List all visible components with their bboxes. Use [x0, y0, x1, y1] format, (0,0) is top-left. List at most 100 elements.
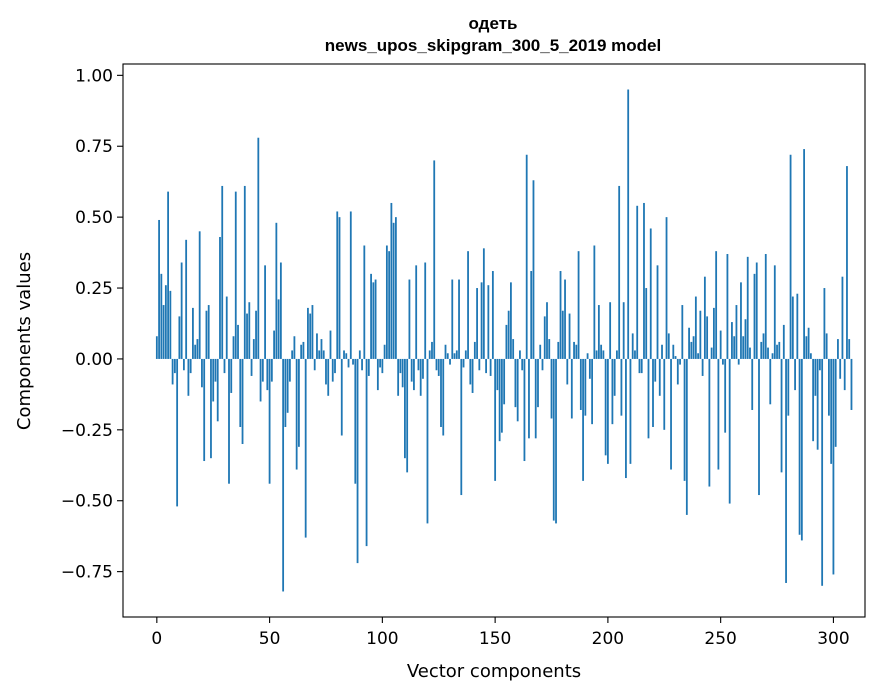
bar [539, 344, 542, 359]
bar [316, 333, 318, 359]
bar [649, 228, 652, 359]
bar [219, 236, 221, 359]
bar [198, 231, 201, 359]
bar [528, 358, 530, 439]
bar [293, 336, 296, 359]
bar [449, 358, 451, 365]
bar [636, 205, 639, 359]
bar [313, 358, 316, 371]
bar [787, 358, 790, 416]
bar [685, 358, 688, 515]
y-tick-label: 0.00 [75, 350, 113, 370]
bar [600, 344, 603, 359]
bar [311, 305, 314, 359]
bar [417, 358, 420, 371]
bar [532, 180, 535, 359]
bar [640, 358, 643, 374]
bar [656, 265, 659, 359]
bar [674, 356, 677, 359]
bar [645, 288, 648, 359]
bar [631, 333, 634, 359]
bar [239, 358, 242, 427]
bar [248, 302, 251, 359]
bar [435, 358, 438, 371]
y-tick-label: −0.75 [61, 563, 113, 583]
y-axis-ticks: −0.75 −0.50 −0.25 0.00 0.25 0.50 0.75 1.00 [61, 66, 123, 583]
bar [390, 202, 393, 359]
bar [767, 347, 769, 359]
bar [372, 282, 375, 359]
bar [699, 310, 702, 359]
bar [485, 358, 487, 374]
bar [442, 358, 445, 436]
bar [264, 265, 266, 359]
bar [733, 336, 736, 359]
bar [647, 358, 650, 439]
bar [320, 339, 323, 359]
bar [379, 358, 381, 368]
bar [464, 350, 467, 359]
bar [850, 358, 853, 410]
bar [550, 358, 553, 419]
bar [638, 358, 641, 374]
bar [627, 89, 630, 359]
bar [212, 358, 215, 402]
bar [602, 350, 605, 359]
bar [476, 288, 478, 359]
y-tick-label: 0.50 [75, 208, 113, 228]
bar [325, 358, 327, 385]
bar [629, 358, 632, 464]
bar [345, 353, 348, 359]
bar-series [155, 89, 853, 592]
bar [541, 358, 544, 371]
bar [609, 302, 612, 359]
bar [809, 353, 812, 359]
bar [241, 358, 244, 445]
bar [606, 358, 609, 464]
bar [805, 336, 808, 359]
bar [715, 251, 718, 359]
bar [717, 358, 720, 470]
bar [225, 296, 228, 359]
bar [356, 358, 359, 564]
bar [758, 358, 760, 496]
bar [577, 251, 580, 359]
bar [512, 339, 515, 359]
bar [318, 350, 321, 359]
bar [460, 358, 463, 496]
bar [406, 358, 409, 473]
bar [338, 217, 341, 359]
bar [189, 358, 192, 374]
bar [591, 358, 593, 425]
bar [243, 185, 246, 359]
bar [514, 358, 517, 408]
bar [557, 341, 560, 359]
bar [352, 358, 354, 365]
bar [489, 358, 492, 376]
bar [620, 358, 623, 416]
bar [302, 341, 305, 359]
bar [722, 358, 724, 365]
bar [780, 358, 783, 473]
bar [546, 302, 548, 359]
bar [259, 358, 262, 402]
x-axis-label: Vector components [407, 661, 581, 682]
bar [618, 185, 621, 359]
bar [782, 324, 785, 359]
bar [597, 305, 600, 359]
bar [800, 358, 803, 541]
bar [818, 358, 821, 371]
bar [552, 358, 555, 521]
bar [298, 358, 300, 447]
bar [762, 333, 765, 359]
bar [794, 358, 796, 391]
bar [582, 358, 584, 481]
bar [760, 341, 763, 359]
bar [467, 251, 469, 359]
bar [663, 358, 666, 430]
bar [710, 347, 713, 359]
bar [503, 358, 506, 405]
bar [688, 327, 690, 359]
bar [349, 211, 352, 359]
bar [282, 358, 285, 592]
